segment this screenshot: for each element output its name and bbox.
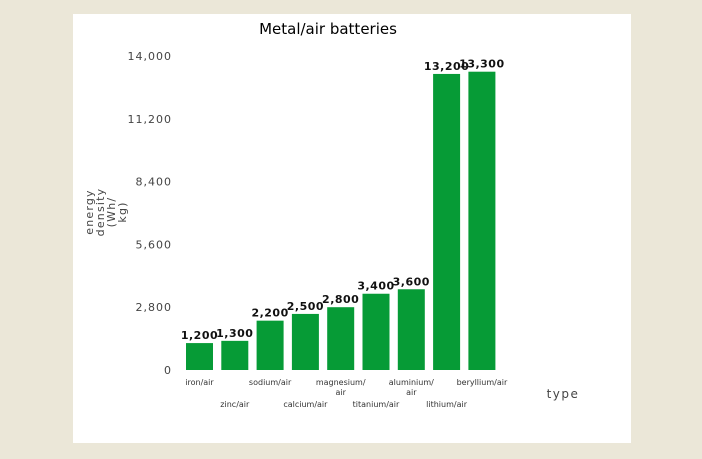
chart-panel — [73, 14, 631, 443]
x-tick-label: calcium/air — [283, 400, 328, 409]
bar — [221, 340, 249, 370]
y-axis-label-line: density — [94, 188, 107, 237]
x-tick-label: sodium/air — [249, 378, 292, 387]
data-label: 2,500 — [287, 300, 324, 313]
y-tick-label: 0 — [164, 364, 172, 377]
y-tick-label: 8,400 — [136, 176, 173, 189]
data-label: 13,300 — [459, 58, 504, 71]
y-tick-label: 14,000 — [128, 50, 173, 63]
y-axis-label-line: (Wh/ — [105, 197, 118, 228]
y-tick-label: 2,800 — [136, 301, 173, 314]
x-tick-label: titanium/air — [353, 400, 400, 409]
y-axis-label-line: kg) — [116, 201, 129, 222]
y-tick-label: 11,200 — [128, 113, 173, 126]
x-axis-label: type — [547, 387, 580, 401]
data-label: 3,400 — [357, 280, 394, 293]
y-axis-label-line: energy — [83, 189, 96, 235]
bar — [186, 343, 213, 370]
bar — [291, 313, 319, 370]
x-tick-label: iron/air — [185, 378, 214, 387]
x-tick-label: aluminium/ — [389, 378, 434, 387]
x-tick-label: air — [335, 388, 346, 397]
x-tick-label: beryllium/air — [457, 378, 508, 387]
bar — [327, 307, 355, 370]
bar — [362, 293, 390, 370]
bar — [397, 289, 425, 370]
data-label: 1,300 — [216, 327, 253, 340]
data-label: 1,200 — [181, 329, 218, 342]
data-label: 13,200 — [424, 60, 469, 73]
data-label: 3,600 — [393, 275, 430, 288]
x-tick-label: zinc/air — [220, 400, 250, 409]
x-tick-label: air — [406, 388, 417, 397]
bar — [468, 71, 496, 370]
bar — [256, 320, 284, 370]
y-tick-label: 5,600 — [136, 238, 173, 251]
bar — [433, 73, 461, 370]
chart-title: Metal/air batteries — [259, 20, 397, 38]
x-tick-label: magnesium/ — [316, 378, 366, 387]
data-label: 2,800 — [322, 293, 359, 306]
x-tick-label: lithium/air — [426, 400, 468, 409]
data-label: 2,200 — [251, 307, 288, 320]
